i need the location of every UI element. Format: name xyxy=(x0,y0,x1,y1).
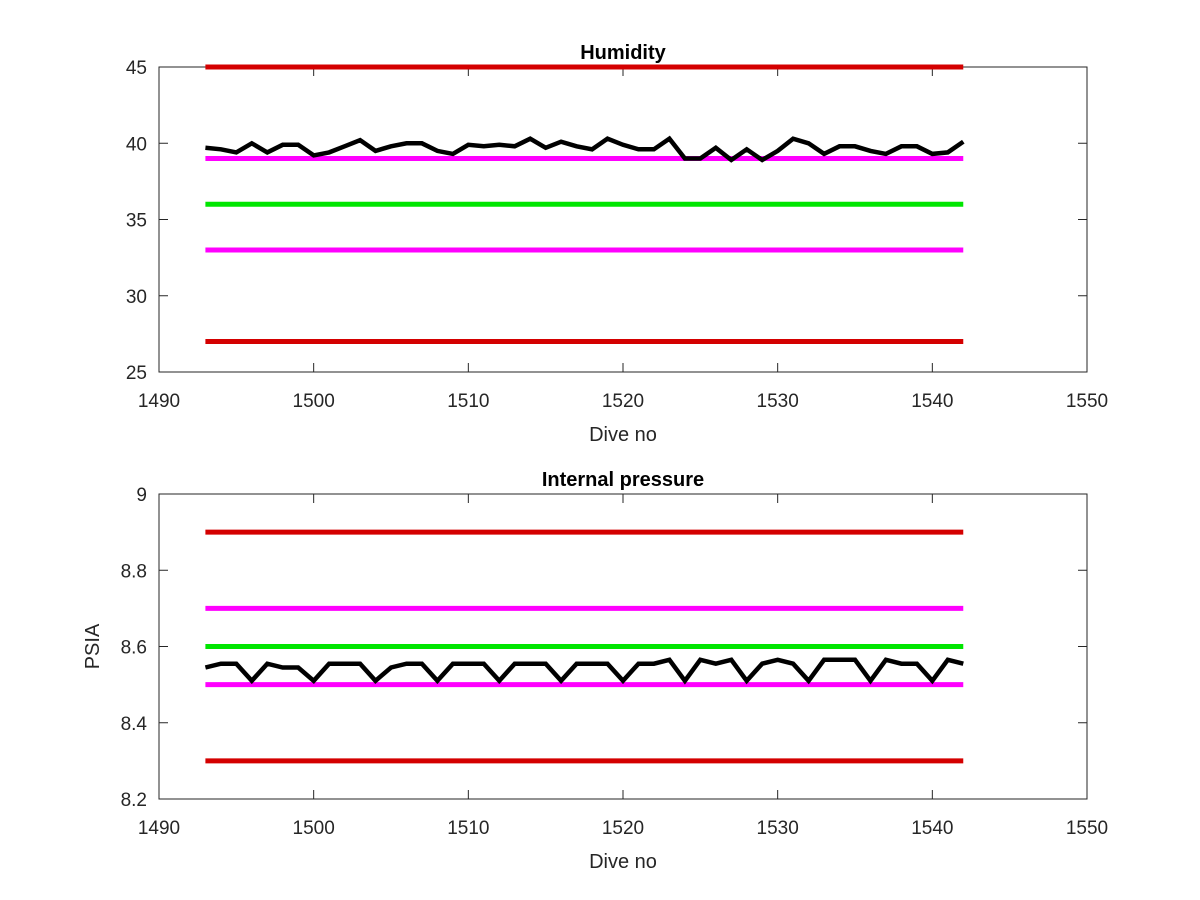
series-line xyxy=(205,135,965,163)
y-tick-label: 9 xyxy=(136,485,147,506)
y-axis-label: PSIA xyxy=(82,623,104,669)
internal-pressure-chart: 1490 1500 1510 1520 1530 1540 1550 8.2 8.4 8.6 8.8… xyxy=(82,469,1108,873)
x-tick-label: 1500 xyxy=(293,391,335,412)
y-tick-label: 40 xyxy=(126,134,147,155)
series-line xyxy=(204,657,964,685)
y-tick-label: 45 xyxy=(126,58,147,79)
y-tick-label: 25 xyxy=(126,363,147,384)
humidity-chart: 1490 1500 1510 1520 1530 1540 1550 25 30 35 40 45 Hu… xyxy=(126,42,1108,446)
y-tick-label: 8.8 xyxy=(121,561,147,582)
x-tick-label: 1530 xyxy=(757,391,799,412)
x-axis-label: Dive no xyxy=(589,424,657,446)
x-tick-label: 1540 xyxy=(911,391,953,412)
y-tick-label: 35 xyxy=(126,211,147,232)
x-tick-label: 1530 xyxy=(757,818,799,839)
x-tick-label: 1520 xyxy=(602,818,644,839)
y-tick-label: 8.2 xyxy=(121,790,147,811)
x-tick-label: 1510 xyxy=(447,818,489,839)
x-tick-label: 1540 xyxy=(911,818,953,839)
x-tick-label: 1550 xyxy=(1066,391,1108,412)
x-tick-label: 1550 xyxy=(1066,818,1108,839)
x-tick-label: 1520 xyxy=(602,391,644,412)
y-tick-label: 8.4 xyxy=(121,714,148,735)
x-tick-label: 1490 xyxy=(138,818,180,839)
y-tick-label: 30 xyxy=(126,287,147,308)
x-axis-label: Dive no xyxy=(589,851,657,873)
y-tick-label: 8.6 xyxy=(121,638,147,659)
x-tick-label: 1500 xyxy=(293,818,335,839)
chart-title: Internal pressure xyxy=(542,469,704,491)
chart-title: Humidity xyxy=(580,42,666,64)
x-tick-label: 1490 xyxy=(138,391,180,412)
x-tick-label: 1510 xyxy=(447,391,489,412)
